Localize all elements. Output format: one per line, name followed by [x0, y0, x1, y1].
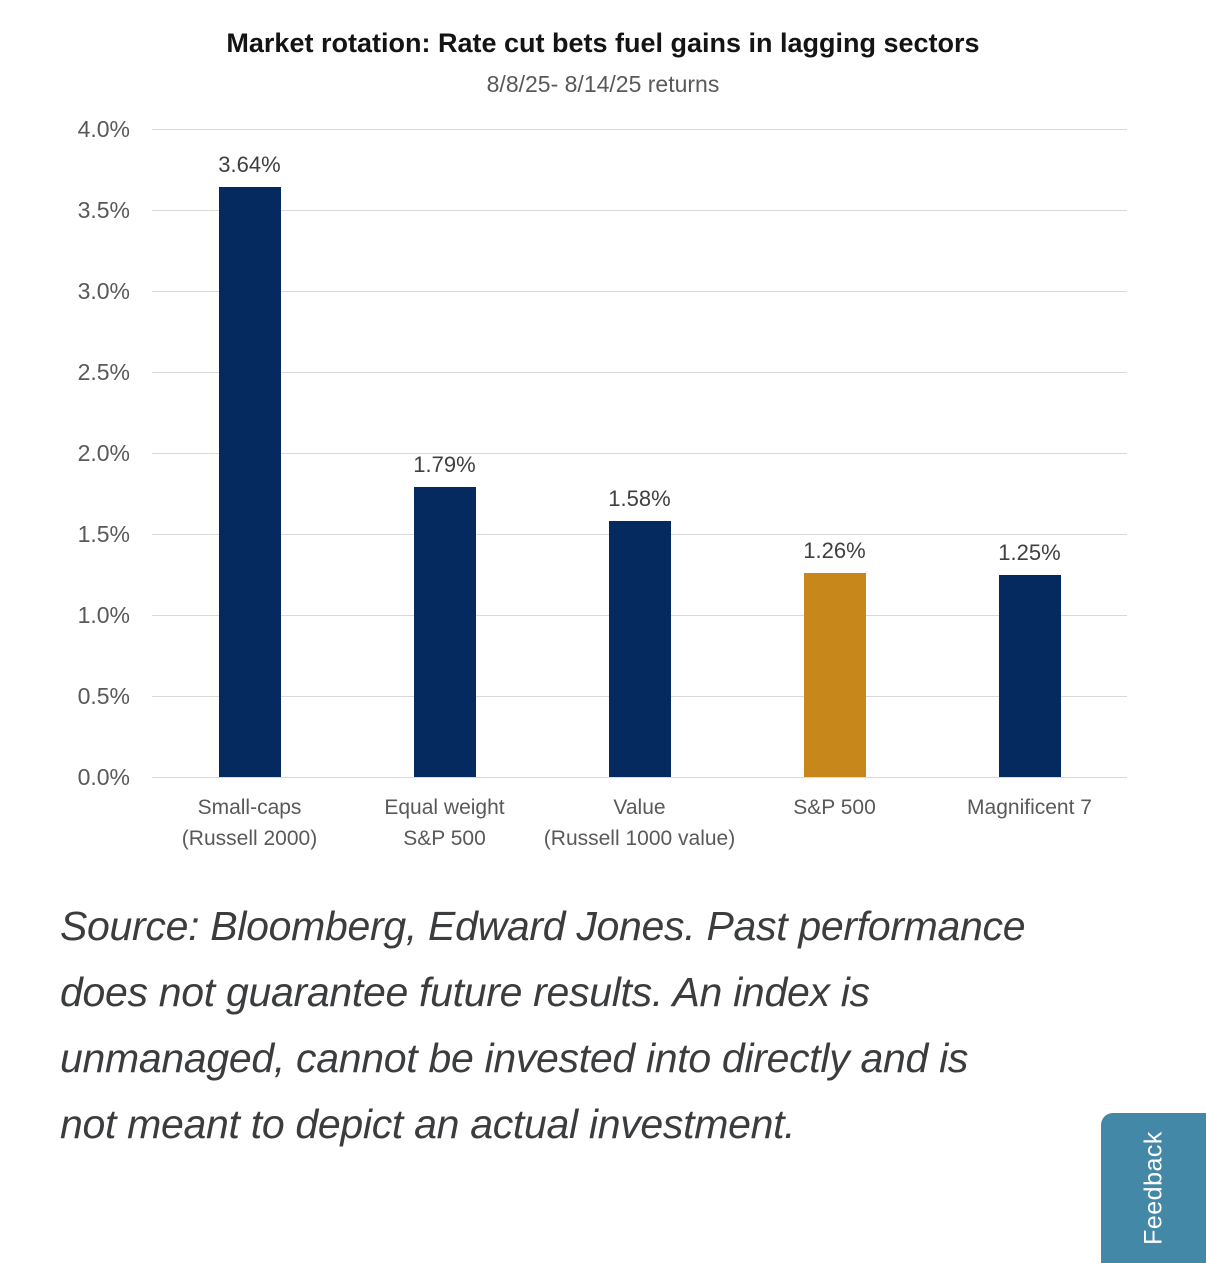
- gridline: [152, 290, 1127, 292]
- x-axis-category-label: S&P 500: [730, 792, 940, 823]
- x-axis-category-label: Magnificent 7: [925, 792, 1135, 823]
- x-axis-category-label: Value (Russell 1000 value): [535, 792, 745, 854]
- chart-title: Market rotation: Rate cut bets fuel gain…: [226, 28, 980, 58]
- y-axis-tick-label: 2.0%: [77, 440, 130, 466]
- bar: [998, 574, 1061, 777]
- x-axis-category-label: Small-caps (Russell 2000): [145, 792, 355, 854]
- chart-subtitle: 8/8/25- 8/14/25 returns: [486, 71, 720, 97]
- x-axis-category-label-line: Equal weight: [384, 796, 505, 819]
- gridline: [152, 776, 1127, 778]
- y-axis-tick-label: 3.5%: [77, 197, 130, 223]
- feedback-button-label: Feedback: [1139, 1131, 1167, 1245]
- x-axis-category-label: Equal weight S&P 500: [340, 792, 550, 854]
- x-axis-category-label-line: Magnificent 7: [967, 796, 1092, 819]
- bar-value-label: 1.79%: [413, 452, 476, 478]
- y-axis-tick-label: 1.5%: [77, 521, 130, 547]
- source-note-line: Source: Bloomberg, Edward Jones. Past pe…: [60, 903, 1026, 949]
- source-note-line: does not guarantee future results. An in…: [60, 969, 870, 1015]
- bar: [218, 187, 281, 777]
- bar-value-label: 1.58%: [608, 486, 671, 512]
- y-axis-tick-label: 0.0%: [77, 764, 130, 790]
- y-axis-tick-label: 1.0%: [77, 602, 130, 628]
- x-axis-category-label-line: Small-caps: [197, 796, 302, 819]
- source-note: Source: Bloomberg, Edward Jones. Past pe…: [60, 893, 1170, 1157]
- source-note-line: not meant to depict an actual investment…: [60, 1101, 796, 1147]
- x-axis-category-label-line: Value: [613, 796, 666, 819]
- bar-value-label: 3.64%: [218, 152, 281, 178]
- bar: [608, 521, 671, 777]
- source-note-line: unmanaged, cannot be invested into direc…: [60, 1035, 969, 1081]
- x-axis-category-label-line: (Russell 2000): [181, 827, 318, 850]
- gridline: [152, 452, 1127, 454]
- x-axis-category-label-line: (Russell 1000 value): [543, 827, 736, 850]
- y-axis-tick-label: 0.5%: [77, 683, 130, 709]
- y-axis-tick-label: 4.0%: [77, 116, 130, 142]
- bar-value-label: 1.25%: [998, 539, 1061, 565]
- y-axis-tick-label: 3.0%: [77, 278, 130, 304]
- bar: [803, 572, 866, 777]
- gridline: [152, 209, 1127, 211]
- x-axis-category-label-line: S&P 500: [793, 796, 876, 819]
- x-axis-category-label-line: S&P 500: [403, 827, 486, 850]
- y-axis-tick-label: 2.5%: [77, 359, 130, 385]
- feedback-button[interactable]: Feedback: [1101, 1113, 1206, 1263]
- gridline: [152, 371, 1127, 373]
- bar: [413, 487, 476, 777]
- gridline: [152, 128, 1127, 130]
- bar-value-label: 1.26%: [803, 537, 866, 563]
- bar-chart-plot-area: 3.64% 1.79% 1.58% 1.26% 1.25%: [152, 128, 1127, 778]
